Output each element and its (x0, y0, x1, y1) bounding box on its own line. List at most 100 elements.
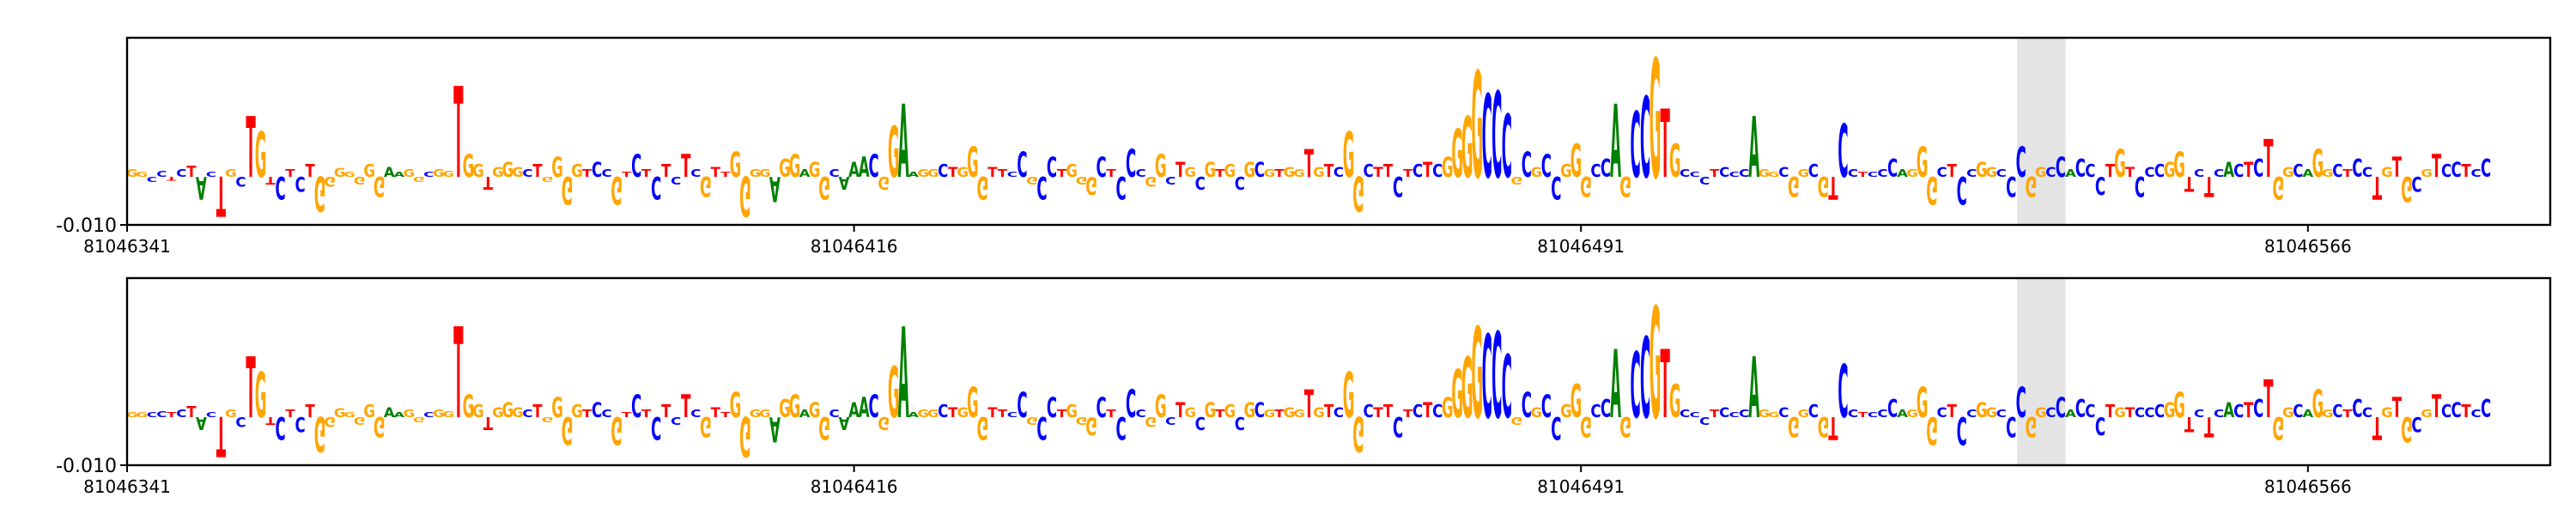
logo-letter: C (2144, 404, 2154, 421)
logo-letter: A (799, 168, 811, 179)
logo-letter: A (848, 398, 860, 422)
logo-letter: T (483, 173, 494, 192)
logo-letter: G (2114, 404, 2126, 421)
logo-letter: G (1758, 168, 1770, 179)
logo-letter: G (2025, 169, 2037, 202)
logo-letter: G (562, 167, 574, 212)
logo-letter: G (126, 411, 138, 419)
logo-letter: T (661, 403, 671, 422)
logo-letter: G (977, 409, 989, 445)
logo-letter: C (1036, 409, 1047, 445)
logo-letter: G (1906, 409, 1918, 420)
logo-letter: T (720, 171, 730, 179)
logo-letter: C (1492, 309, 1502, 446)
logo-letter: C (869, 148, 879, 185)
logo-letter: A (384, 164, 395, 180)
logo-letter: G (1155, 389, 1167, 425)
logo-letter: C (206, 171, 216, 179)
logo-letter: C (2085, 403, 2095, 422)
logo-letter: C (602, 409, 612, 420)
logo-letter: T (582, 409, 592, 420)
logo-letter: G (957, 164, 969, 180)
logo-letter: T (1215, 168, 1224, 179)
logo-letter: G (2381, 404, 2393, 421)
x-axis-top: 81046341 81046416 81046491 81046566 (83, 225, 2352, 257)
logo-letter: G (1204, 158, 1216, 182)
logo-letter: G (1284, 164, 1296, 180)
logo-letter: T (2125, 404, 2136, 421)
logo-letter: C (1937, 404, 1947, 421)
logo-letter: A (1748, 342, 1759, 438)
logo-letter: G (1264, 168, 1276, 179)
logo-letter: C (869, 389, 879, 425)
logo-letter: C (1996, 409, 2007, 420)
logo-letter: C (1808, 403, 1819, 422)
logo-letter: T (1304, 142, 1314, 186)
logo-letter: A (859, 392, 870, 425)
logo-letter: G (1985, 164, 1997, 180)
logo-letter: G (2312, 382, 2324, 427)
logo-letter: C (1116, 169, 1127, 205)
logo-letter: C (2411, 172, 2421, 196)
logo-letter: C (156, 169, 167, 179)
logo-letter: C (1719, 164, 1729, 180)
logo-letter: G (571, 403, 583, 422)
logo-letter: C (2481, 397, 2491, 424)
logo-letter: C (1808, 162, 1819, 182)
logo-letter: A (2302, 409, 2314, 420)
logo-letter: T (186, 403, 196, 421)
logo-letter: G (739, 163, 751, 227)
logo-letter: T (2184, 172, 2195, 196)
logo-letter: C (1966, 168, 1977, 179)
logo-letter: T (1947, 403, 1957, 422)
logo-letter: T (167, 176, 177, 182)
logo-letter: A (196, 413, 207, 433)
logo-letter: C (2085, 162, 2095, 182)
logo-letter: G (542, 175, 554, 183)
logo-letter: G (1926, 167, 1938, 212)
logo-letter: G (413, 415, 425, 423)
logo-letter: G (374, 169, 386, 202)
logo-letter: T (987, 404, 998, 421)
logo-letter: C (671, 174, 681, 185)
logo-letter: A (839, 173, 850, 192)
logo-letter: C (1729, 411, 1740, 419)
logo-letter: T (2204, 409, 2215, 442)
logo-letter: G (700, 169, 712, 202)
logo-letter: G (1244, 158, 1256, 182)
logo-letter: G (1580, 409, 1592, 442)
logo-letter: G (1511, 174, 1523, 185)
logo-letter: C (2233, 403, 2244, 422)
logo-letter: C (938, 403, 948, 422)
logo-letter: C (1126, 142, 1136, 186)
logo-letter: T (2125, 164, 2136, 180)
logo-letter: C (2194, 409, 2204, 420)
logo-letter: G (2035, 404, 2047, 421)
logo-letter: G (1155, 148, 1167, 185)
logo-letter: T (1710, 168, 1719, 179)
logo-letter: T (1828, 409, 1838, 445)
logo-letter: G (413, 175, 425, 183)
logo-letter: G (314, 165, 326, 221)
logo-letter: T (998, 168, 1007, 179)
logo-letter: T (167, 411, 176, 419)
logo-letter: T (305, 403, 315, 422)
logo-letter: G (354, 174, 366, 185)
logo-letter: C (2332, 403, 2342, 422)
logo-letter: C (1640, 315, 1650, 444)
logo-letter: T (216, 163, 226, 227)
logo-letter: C (592, 398, 602, 422)
logo-letter: G (1976, 158, 1988, 182)
logo-letter: G (1471, 303, 1483, 448)
logo-letter: C (522, 168, 532, 179)
logo-letter: C (1017, 385, 1027, 426)
logo-letter: G (977, 169, 989, 205)
logo-letter: C (1887, 397, 1898, 424)
logo-letter: C (1848, 168, 1858, 179)
logo-letter: C (602, 168, 612, 179)
logo-letter: G (1066, 403, 1078, 422)
logo-letter: C (2006, 169, 2016, 202)
logo-letter: G (2312, 142, 2324, 186)
logo-letter: G (1788, 409, 1800, 442)
logo-letter: C (295, 412, 305, 436)
